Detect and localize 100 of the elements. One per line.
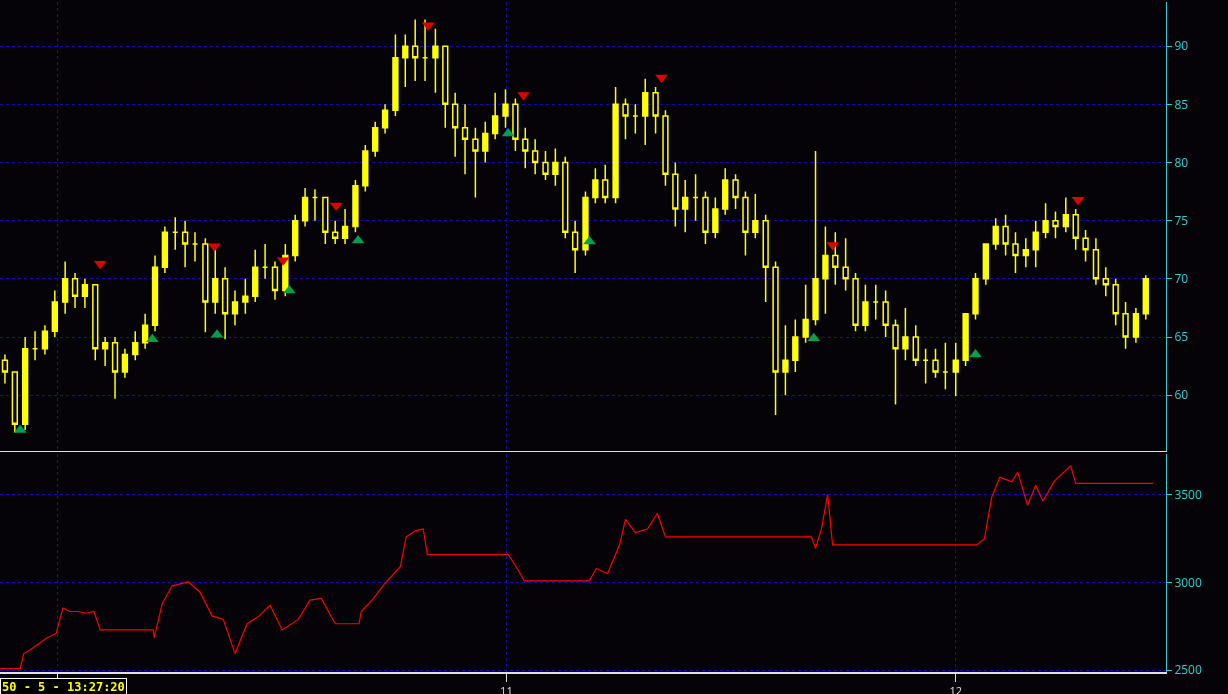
candlestick	[1032, 219, 1039, 268]
candlestick	[902, 307, 909, 362]
candlestick	[612, 86, 619, 204]
candlestick	[892, 318, 899, 406]
candlestick	[852, 272, 859, 332]
candlestick	[722, 167, 729, 216]
candlestick	[1072, 208, 1079, 251]
candlestick	[261, 243, 269, 280]
text: 50 - 5 - 13:27:20	[2, 680, 125, 694]
candlestick	[161, 225, 169, 274]
line-series	[0, 465, 1154, 670]
candlestick	[942, 342, 949, 391]
y-tick-label: 65	[1174, 328, 1189, 346]
candlestick	[1062, 196, 1069, 234]
candlestick	[341, 208, 349, 245]
point	[329, 202, 343, 212]
candlestick	[1012, 231, 1019, 274]
candlestick	[442, 45, 449, 129]
candlestick	[782, 324, 789, 396]
candlestick	[61, 260, 69, 315]
candlestick	[31, 330, 39, 362]
candlestick	[151, 254, 159, 332]
candlestick	[692, 173, 699, 222]
candlestick	[372, 121, 379, 158]
candlestick	[622, 97, 629, 141]
candlestick	[11, 371, 18, 434]
candlestick	[802, 283, 809, 344]
y-tick-label: 2500	[1174, 661, 1202, 679]
candlestick	[252, 249, 259, 303]
candlestick	[702, 190, 709, 245]
candlestick	[882, 289, 889, 338]
candlestick	[571, 219, 579, 274]
candlestick	[41, 324, 49, 356]
candlestick	[491, 91, 499, 141]
candlestick	[322, 196, 329, 245]
candlestick	[772, 260, 779, 416]
candlestick	[1142, 274, 1149, 321]
candlestick	[451, 91, 459, 158]
candlestick	[582, 190, 589, 257]
candlestick	[992, 217, 999, 251]
candlestick	[212, 249, 219, 315]
candlestick	[1122, 301, 1129, 350]
candlestick	[512, 97, 519, 152]
candlestick	[912, 324, 919, 367]
candlestick	[762, 214, 769, 303]
candlestick	[482, 121, 489, 164]
candlestick	[712, 196, 719, 239]
point	[93, 260, 107, 270]
candlestick	[202, 237, 209, 334]
candlestick	[531, 138, 539, 175]
y-tick-label: 60	[1174, 386, 1189, 404]
candlestick	[842, 237, 849, 292]
candlestick	[472, 126, 479, 199]
candlestick	[231, 289, 239, 327]
candlestick	[922, 347, 929, 385]
candlestick	[552, 147, 559, 187]
candlestick	[792, 318, 799, 373]
candlestick	[141, 312, 149, 350]
candlestick	[412, 18, 419, 82]
candlestick	[982, 243, 989, 286]
candlestick	[461, 103, 469, 175]
candlestick	[1102, 266, 1109, 298]
candlestick	[502, 88, 509, 129]
candlestick	[81, 278, 89, 309]
candlestick	[742, 190, 749, 257]
candlestick	[592, 167, 599, 204]
candlestick	[1112, 278, 1119, 327]
candlestick	[21, 336, 29, 431]
candlestick	[832, 231, 839, 286]
candlestick	[111, 336, 119, 400]
candlestick	[562, 155, 569, 239]
candlestick	[1082, 229, 1089, 263]
candlestick	[872, 283, 879, 321]
candlestick	[862, 283, 869, 332]
point	[655, 74, 668, 84]
candlestick	[301, 187, 309, 228]
point	[145, 333, 159, 343]
candlestick	[972, 272, 979, 321]
candlestick	[172, 216, 179, 251]
candlestick	[932, 347, 939, 379]
candlestick	[752, 193, 759, 239]
candlestick	[602, 164, 609, 204]
y-tick-label: 70	[1174, 270, 1189, 288]
candlestick	[1132, 307, 1140, 344]
candlestick	[1052, 210, 1059, 239]
candlestick	[1092, 237, 1100, 286]
y-tick-label: 75	[1174, 211, 1189, 229]
y-tick-label: 80	[1174, 153, 1189, 171]
candlestick	[1002, 214, 1009, 257]
candlestick	[962, 312, 969, 367]
candlestick	[51, 289, 58, 338]
candlestick	[682, 179, 689, 234]
y-tick-label: 90	[1174, 37, 1189, 55]
candlestick	[812, 150, 819, 327]
candlestick	[292, 214, 299, 263]
candlestick	[732, 173, 739, 210]
candlestick	[402, 33, 409, 88]
candlestick	[432, 28, 439, 94]
candlestick	[642, 78, 649, 146]
candlestick	[242, 278, 249, 315]
